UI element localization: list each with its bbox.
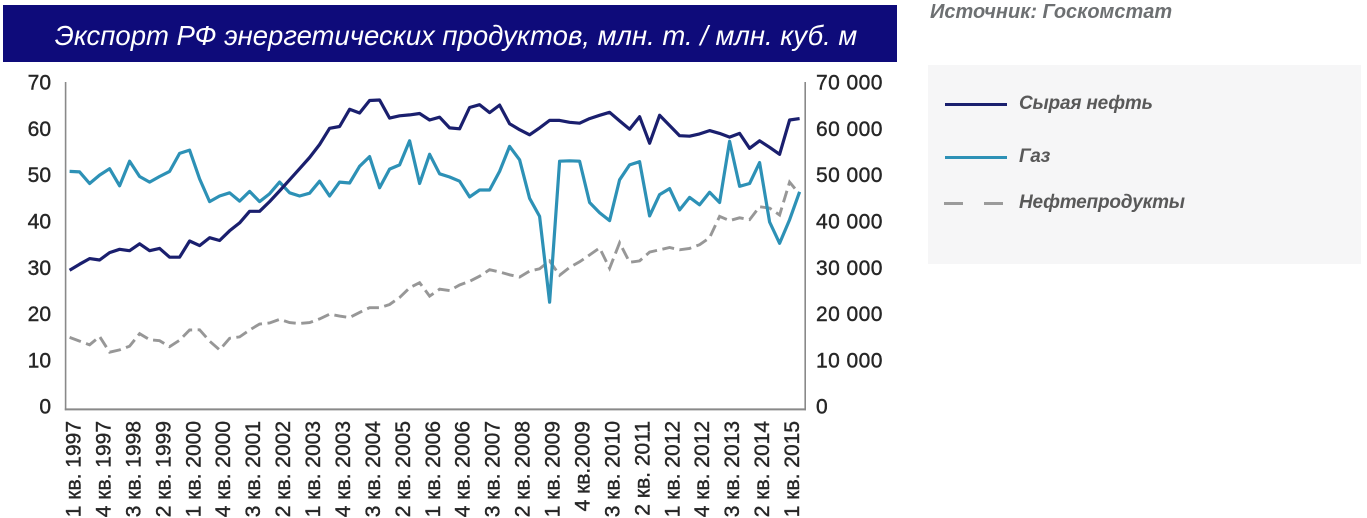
svg-text:4 кв. 1997: 4 кв. 1997: [92, 421, 115, 517]
svg-text:2 кв. 2011: 2 кв. 2011: [631, 421, 654, 516]
svg-text:1 кв. 2003: 1 кв. 2003: [302, 421, 325, 517]
svg-text:40: 40: [28, 211, 51, 234]
svg-text:4 кв. 2003: 4 кв. 2003: [332, 421, 355, 517]
svg-text:2 кв. 2008: 2 кв. 2008: [512, 421, 535, 517]
svg-text:20: 20: [28, 303, 51, 326]
svg-text:70: 70: [28, 72, 51, 95]
svg-text:1 кв. 2009: 1 кв. 2009: [542, 421, 565, 517]
svg-text:4 кв. 2012: 4 кв. 2012: [691, 421, 714, 517]
svg-text:30 000: 30 000: [816, 257, 883, 280]
svg-text:1 кв. 2015: 1 кв. 2015: [781, 421, 804, 517]
svg-text:30: 30: [28, 257, 51, 280]
svg-text:4 кв.2009: 4 кв.2009: [572, 421, 595, 511]
svg-text:1 кв. 2012: 1 кв. 2012: [661, 421, 684, 517]
svg-text:2 кв. 2005: 2 кв. 2005: [392, 421, 415, 517]
svg-text:3 кв. 2004: 3 кв. 2004: [362, 421, 385, 518]
svg-text:10 000: 10 000: [816, 349, 883, 372]
svg-text:20 000: 20 000: [816, 303, 883, 326]
svg-text:3 кв. 2010: 3 кв. 2010: [601, 421, 624, 517]
svg-text:40 000: 40 000: [816, 211, 883, 234]
svg-text:50: 50: [28, 164, 51, 187]
svg-text:1 кв. 2006: 1 кв. 2006: [422, 421, 445, 517]
svg-text:0: 0: [816, 396, 828, 419]
svg-text:2 кв. 2002: 2 кв. 2002: [272, 421, 295, 517]
svg-text:3 кв. 2001: 3 кв. 2001: [242, 421, 265, 517]
svg-text:2 кв. 2014: 2 кв. 2014: [751, 421, 774, 518]
svg-text:0: 0: [39, 396, 51, 419]
svg-text:3 кв. 2013: 3 кв. 2013: [721, 421, 744, 517]
svg-text:1 кв. 1997: 1 кв. 1997: [63, 421, 86, 517]
svg-text:60: 60: [28, 118, 51, 141]
svg-text:50 000: 50 000: [816, 164, 883, 187]
svg-text:70 000: 70 000: [816, 72, 883, 95]
svg-text:3 кв. 1998: 3 кв. 1998: [122, 421, 145, 517]
svg-text:10: 10: [28, 349, 51, 372]
svg-text:4 кв. 2000: 4 кв. 2000: [212, 421, 235, 517]
svg-text:60 000: 60 000: [816, 118, 883, 141]
svg-text:1 кв. 2000: 1 кв. 2000: [182, 421, 205, 517]
svg-text:4 кв. 2006: 4 кв. 2006: [452, 421, 475, 517]
svg-text:3 кв. 2007: 3 кв. 2007: [482, 421, 505, 517]
svg-text:2 кв. 1999: 2 кв. 1999: [152, 421, 175, 517]
